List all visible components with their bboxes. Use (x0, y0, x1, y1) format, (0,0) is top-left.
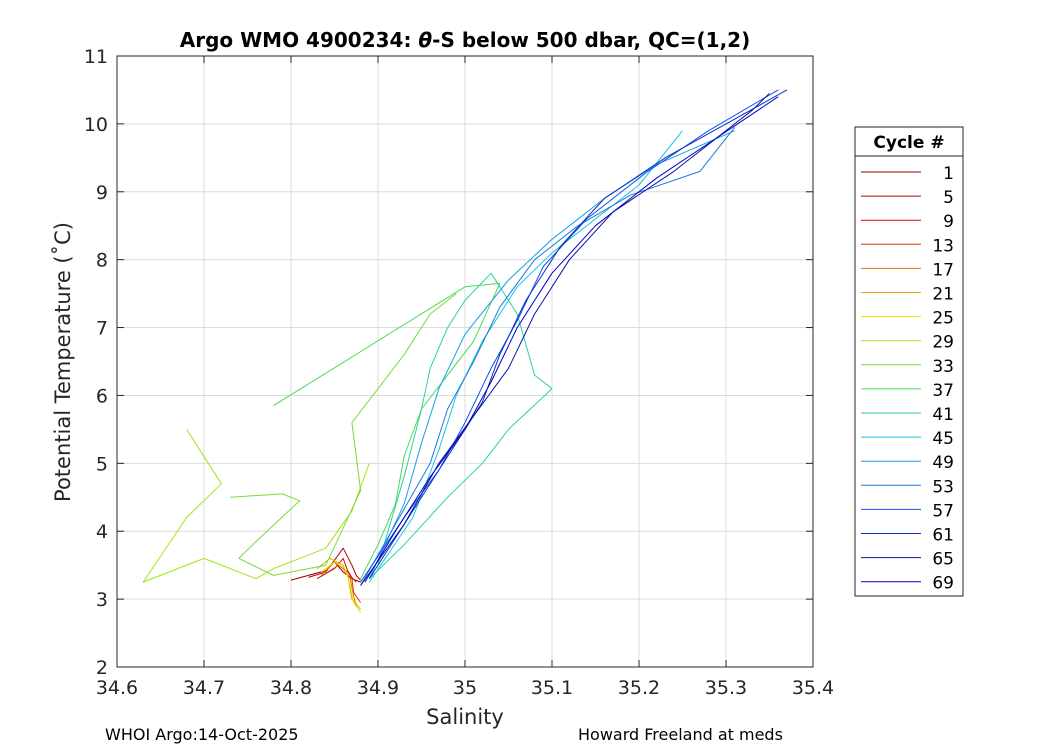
footer-credit: Howard Freeland at meds (578, 725, 783, 744)
series-line-cycle-5 (308, 547, 361, 581)
series-line-cycle-69 (364, 96, 779, 583)
y-tick-label: 7 (96, 318, 108, 340)
legend-label-cycle-29: 29 (932, 333, 954, 353)
y-axis-ticks: 2 3 4 5 6 7 8 9 10 11 (84, 46, 813, 679)
y-tick-label: 4 (96, 521, 108, 543)
legend-label-cycle-45: 45 (932, 429, 954, 449)
legend-label-cycle-17: 17 (932, 260, 954, 280)
y-tick-label: 5 (96, 453, 108, 475)
legend-label-cycle-41: 41 (932, 405, 954, 425)
legend-label-cycle-25: 25 (932, 309, 954, 329)
series-line-cycle-61 (368, 89, 788, 579)
legend-label-cycle-1: 1 (943, 164, 954, 184)
series-group (142, 89, 788, 613)
legend-label-cycle-37: 37 (932, 381, 954, 401)
legend-label-cycle-33: 33 (932, 357, 954, 377)
legend-title: Cycle # (873, 133, 944, 153)
legend-label-cycle-5: 5 (943, 188, 954, 208)
y-tick-label: 2 (96, 657, 108, 679)
y-tick-label: 11 (84, 46, 108, 68)
legend-label-cycle-21: 21 (932, 285, 954, 305)
series-line-cycle-65 (360, 92, 770, 586)
x-tick-label: 35.2 (618, 677, 660, 699)
legend-label-cycle-57: 57 (932, 501, 954, 521)
x-tick-label: 35 (453, 677, 477, 699)
legend-label-cycle-9: 9 (943, 212, 954, 232)
chart-title: Argo WMO 4900234: θ-S below 500 dbar, QC… (180, 28, 750, 52)
series-line-cycle-13 (325, 564, 362, 603)
legend-label-cycle-61: 61 (932, 526, 954, 546)
legend-label-cycle-69: 69 (932, 574, 954, 594)
y-tick-label: 9 (96, 182, 108, 204)
series-line-cycle-53 (360, 126, 736, 586)
legend-label-cycle-53: 53 (932, 477, 954, 497)
y-tick-label: 6 (96, 385, 108, 407)
legend-box (854, 126, 964, 597)
x-tick-label: 34.6 (96, 677, 138, 699)
series-line-cycle-29 (142, 429, 370, 583)
x-axis-label: Salinity (426, 705, 504, 729)
legend-label-cycle-13: 13 (932, 236, 954, 256)
x-axis-ticks: 34.6 34.7 34.8 34.9 35 35.1 35.2 35.3 35.4 (96, 56, 834, 699)
legend: Cycle # 1 5 9 13 17 21 25 29 33 37 41 45 49 53 57 61 65 6… (854, 126, 964, 597)
series-line-cycle-9 (316, 557, 357, 583)
series-line-cycle-37 (273, 282, 501, 579)
x-tick-label: 34.9 (357, 677, 399, 699)
footer-source: WHOI Argo:14-Oct-2025 (105, 725, 299, 744)
legend-label-cycle-49: 49 (932, 453, 954, 473)
y-tick-label: 3 (96, 589, 108, 611)
legend-entries: 1 5 9 13 17 21 25 29 33 37 41 45 49 53 57 61 65 69 (861, 164, 954, 594)
x-tick-label: 34.8 (270, 677, 312, 699)
y-tick-label: 10 (84, 114, 108, 136)
y-axis-label: Potential Temperature (˚C) (51, 222, 75, 502)
x-tick-label: 35.1 (531, 677, 573, 699)
legend-label-cycle-65: 65 (932, 550, 954, 570)
x-tick-label: 35.3 (705, 677, 747, 699)
x-tick-label: 34.7 (183, 677, 225, 699)
series-line-cycle-41 (368, 272, 553, 580)
series-line-cycle-25 (321, 561, 362, 613)
series-line-cycle-57 (360, 89, 779, 583)
series-line-cycle-33 (230, 293, 457, 576)
y-tick-label: 8 (96, 250, 108, 272)
x-tick-label: 35.4 (792, 677, 834, 699)
